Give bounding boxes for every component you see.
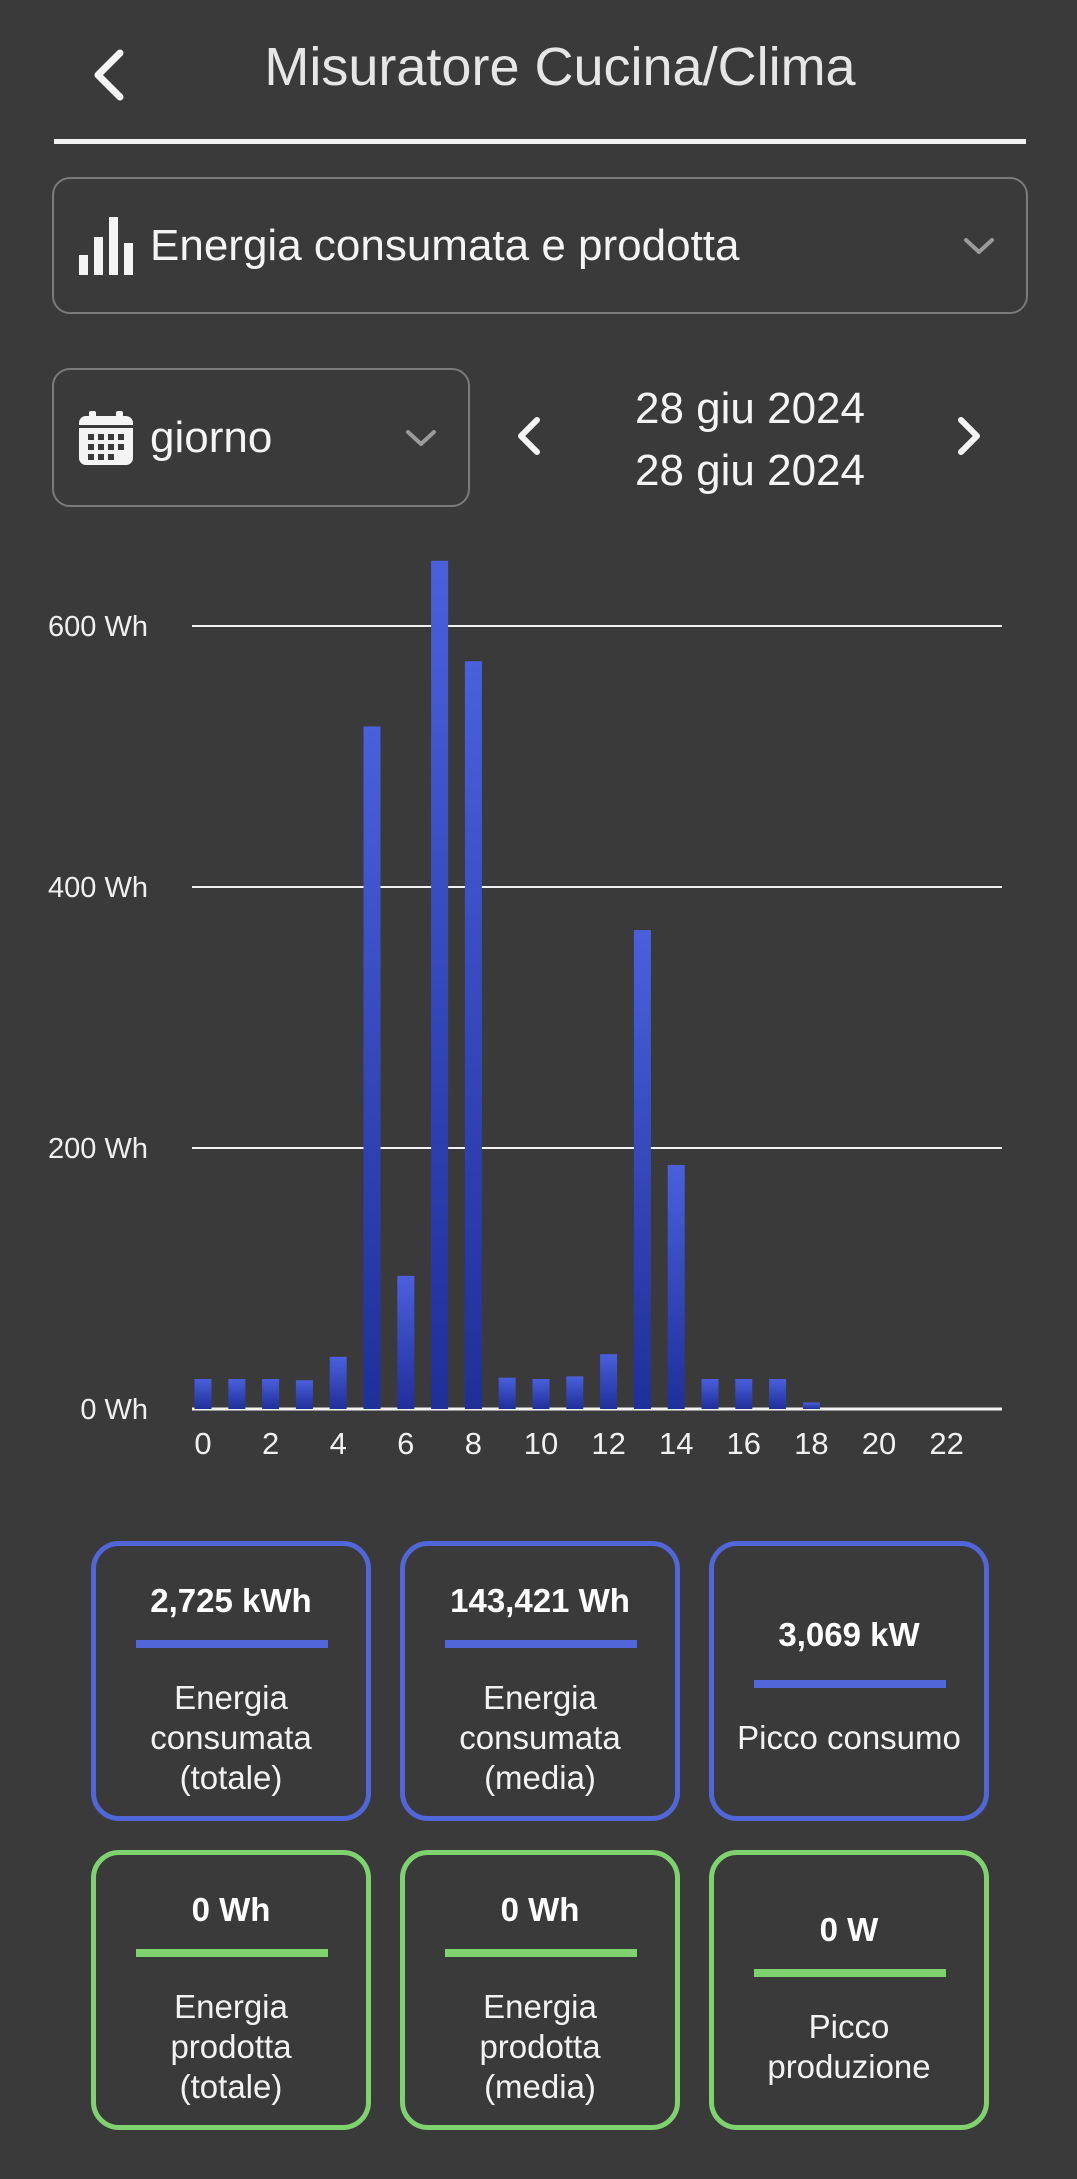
period-dropdown-label: giorno xyxy=(150,412,273,462)
bar-hour-2[interactable] xyxy=(262,1378,280,1409)
stat-card-produced-peak: 0 W Picco produzione xyxy=(709,1850,989,2130)
bar-hour-12[interactable] xyxy=(600,1354,618,1409)
next-date-button[interactable] xyxy=(940,396,1000,476)
stat-divider xyxy=(136,1640,328,1648)
date-range-end: 28 giu 2024 xyxy=(635,446,865,495)
metric-dropdown-label: Energia consumata e prodotta xyxy=(150,220,740,270)
stat-value: 0 W xyxy=(819,1911,879,1948)
bar-hour-13[interactable] xyxy=(633,930,651,1409)
y-tick-label: 400 Wh xyxy=(48,872,148,904)
chevron-down-icon xyxy=(964,237,994,254)
bar-hour-16[interactable] xyxy=(735,1378,753,1409)
energy-bar-chart: 0 Wh 200 Wh 400 Wh 600 Wh 0 2 4 6 8 10 12 14 16 18 20 2… xyxy=(0,540,1077,1480)
stat-card-consumed-average: 143,421 Wh Energia consumata (media) xyxy=(400,1541,680,1821)
chevron-down-icon xyxy=(406,429,436,446)
date-range-start: 28 giu 2024 xyxy=(635,384,865,433)
stat-label: Energia consumata (totale) xyxy=(150,1679,312,1796)
stat-divider xyxy=(136,1949,328,1957)
stat-divider xyxy=(754,1680,946,1688)
x-tick-label: 12 xyxy=(591,1426,625,1461)
x-tick-label: 20 xyxy=(862,1426,896,1461)
stat-label: Energia prodotta (media) xyxy=(479,1988,601,2105)
chevron-right-icon xyxy=(958,417,980,455)
stat-card-consumed-peak: 3,069 kW Picco consumo xyxy=(709,1541,989,1821)
bar-hour-11[interactable] xyxy=(566,1376,584,1409)
y-tick-label: 0 Wh xyxy=(80,1394,148,1426)
stat-card-consumed-total: 2,725 kWh Energia consumata (totale) xyxy=(91,1541,371,1821)
x-tick-label: 16 xyxy=(727,1426,761,1461)
previous-date-button[interactable] xyxy=(498,396,558,476)
back-button[interactable] xyxy=(78,40,138,110)
stat-card-produced-average: 0 Wh Energia prodotta (media) xyxy=(400,1850,680,2130)
stat-card-produced-total: 0 Wh Energia prodotta (totale) xyxy=(91,1850,371,2130)
x-tick-label: 0 xyxy=(194,1426,211,1461)
x-tick-label: 10 xyxy=(524,1426,558,1461)
x-tick-label: 2 xyxy=(262,1426,279,1461)
bar-hour-8[interactable] xyxy=(464,661,482,1409)
bar-hour-1[interactable] xyxy=(228,1378,246,1409)
stat-value: 2,725 kWh xyxy=(150,1582,312,1619)
stat-value: 143,421 Wh xyxy=(450,1582,630,1619)
x-tick-label: 6 xyxy=(397,1426,414,1461)
stat-divider xyxy=(445,1949,637,1957)
x-tick-label: 8 xyxy=(465,1426,482,1461)
metric-dropdown[interactable]: Energia consumata e prodotta xyxy=(52,177,1028,314)
bar-hour-14[interactable] xyxy=(667,1164,685,1409)
stat-divider xyxy=(754,1969,946,1977)
bar-hour-5[interactable] xyxy=(363,726,381,1409)
bar-hour-0[interactable] xyxy=(194,1378,212,1409)
stat-value: 3,069 kW xyxy=(778,1616,920,1653)
stat-label: Picco produzione xyxy=(767,2008,931,2085)
stat-value: 0 Wh xyxy=(191,1891,271,1928)
x-tick-label: 14 xyxy=(659,1426,693,1461)
bar-hour-15[interactable] xyxy=(701,1378,719,1409)
page-title: Misuratore Cucina/Clima xyxy=(264,37,856,97)
y-tick-label: 600 Wh xyxy=(48,611,148,643)
stat-value: 0 Wh xyxy=(500,1891,580,1928)
x-tick-label: 22 xyxy=(929,1426,963,1461)
bar-hour-3[interactable] xyxy=(295,1380,313,1409)
chart-canvas: 0 Wh 200 Wh 400 Wh 600 Wh 0 2 4 6 8 10 12 14 16 18 20 2… xyxy=(48,560,1002,1461)
app-header: Misuratore Cucina/Clima xyxy=(0,0,1077,150)
bar-hour-4[interactable] xyxy=(329,1356,347,1409)
chevron-left-icon xyxy=(518,417,540,455)
bar-hour-7[interactable] xyxy=(431,560,449,1409)
y-tick-label: 200 Wh xyxy=(48,1133,148,1165)
bar-hour-9[interactable] xyxy=(498,1377,516,1409)
bar-hour-17[interactable] xyxy=(769,1378,787,1409)
bar-hour-18[interactable] xyxy=(802,1402,820,1409)
stat-divider xyxy=(445,1640,637,1648)
header-divider xyxy=(54,139,1026,144)
date-range: 28 giu 2024 28 giu 2024 xyxy=(560,378,940,502)
stat-label: Energia consumata (media) xyxy=(459,1679,621,1796)
chevron-left-icon xyxy=(94,49,124,101)
period-dropdown[interactable]: giorno xyxy=(52,368,470,507)
calendar-icon xyxy=(78,410,134,466)
x-tick-label: 18 xyxy=(794,1426,828,1461)
x-tick-label: 4 xyxy=(330,1426,347,1461)
bar-hour-6[interactable] xyxy=(397,1275,415,1409)
stat-label: Picco consumo xyxy=(737,1719,961,1756)
stat-label: Energia prodotta (totale) xyxy=(170,1988,292,2105)
bar-chart-icon xyxy=(78,216,134,275)
bar-hour-10[interactable] xyxy=(532,1378,550,1409)
